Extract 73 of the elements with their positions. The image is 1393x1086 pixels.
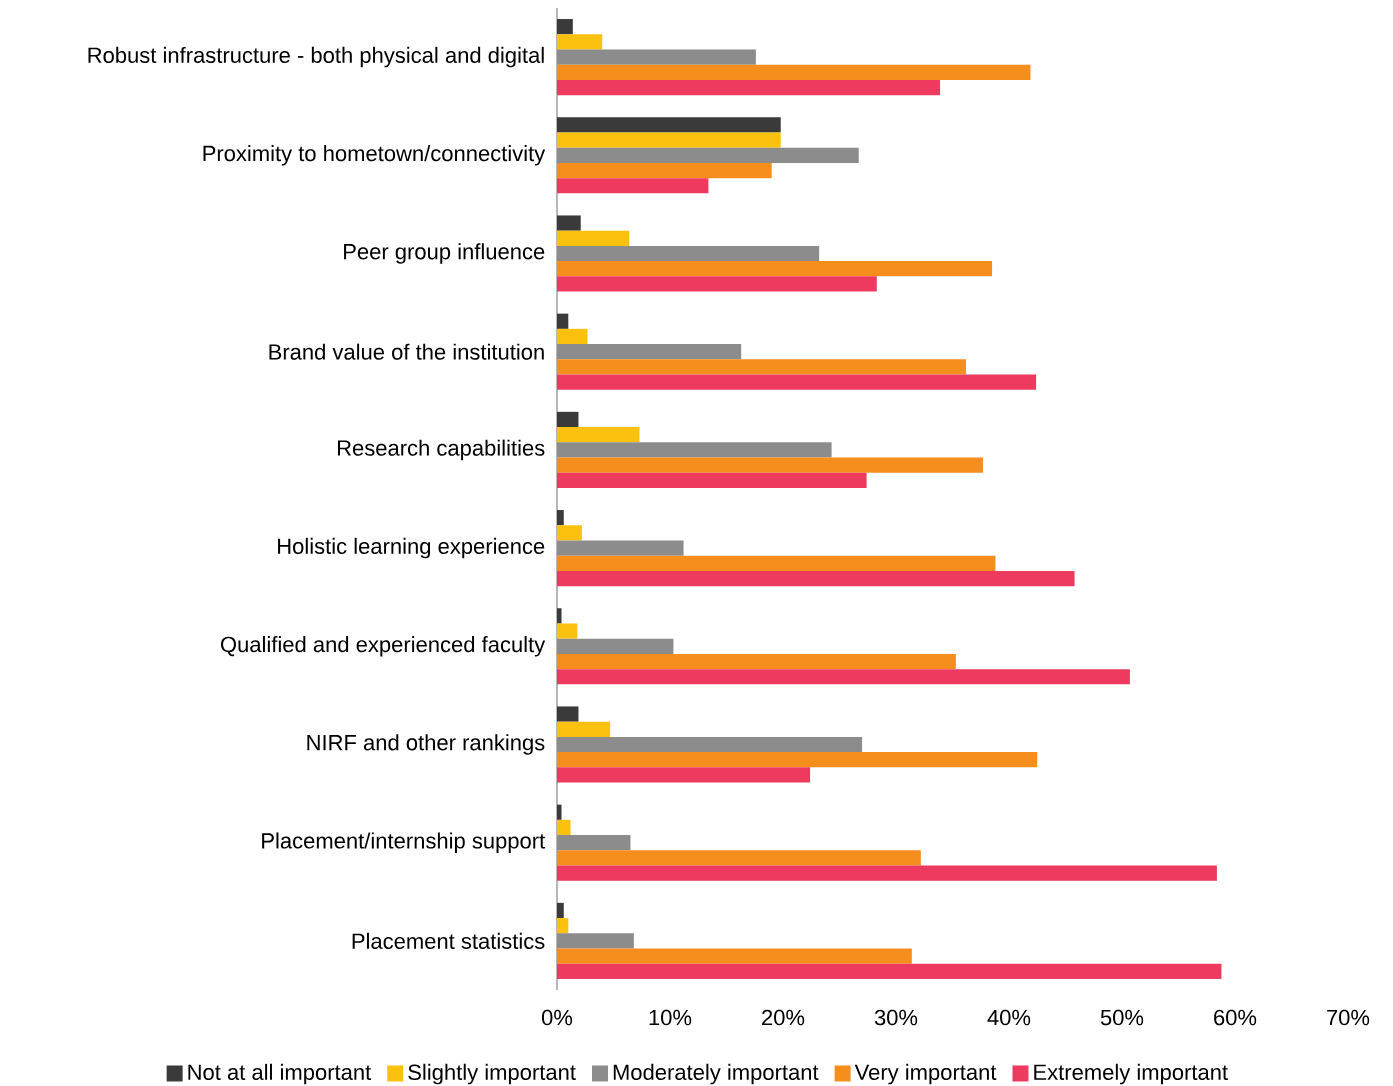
bar	[557, 736, 863, 753]
bar	[557, 752, 1038, 768]
bar	[557, 608, 562, 624]
bar	[557, 767, 811, 783]
x-tick-label: 50%	[1100, 1009, 1144, 1026]
x-tick-label: 0%	[541, 1009, 573, 1026]
bar	[557, 623, 578, 639]
bar	[557, 19, 573, 35]
bar	[557, 555, 996, 571]
bar	[557, 147, 859, 163]
bar	[557, 918, 569, 934]
bar	[557, 117, 781, 133]
legend-label: Very important	[854, 1063, 997, 1085]
bar	[557, 804, 562, 820]
bar	[557, 902, 564, 919]
x-tick-label: 40%	[987, 1009, 1031, 1026]
bar	[557, 525, 582, 541]
bar	[557, 344, 742, 360]
x-tick-label: 60%	[1214, 1009, 1257, 1026]
bar	[557, 359, 967, 375]
bar	[557, 261, 993, 277]
bar	[557, 411, 579, 428]
bar	[557, 162, 772, 179]
y-tick-label: Proximity to hometown/connectivity	[203, 145, 546, 166]
bar	[557, 653, 956, 670]
bar	[557, 963, 1222, 979]
x-tick-label: 30%	[874, 1009, 918, 1026]
bar	[557, 638, 674, 654]
y-tick-label: Brand value of the institution	[269, 343, 544, 360]
x-tick-label: 70%	[1327, 1009, 1370, 1026]
y-tick-label: Placement/internship support	[262, 832, 546, 853]
bar	[557, 178, 709, 194]
bar	[557, 132, 781, 148]
bar	[557, 457, 983, 473]
y-tick-label: Placement statistics	[352, 932, 545, 949]
legend-label: Slightly important	[408, 1063, 576, 1085]
bar	[557, 835, 631, 851]
legend-label: Extremely important	[1034, 1063, 1228, 1085]
bar	[557, 721, 611, 737]
bar	[557, 510, 564, 526]
bar	[557, 313, 569, 329]
y-tick-label: Robust infrastructure - both physical and digital	[88, 46, 544, 68]
y-tick-label: Research capabilities	[337, 439, 545, 461]
bar	[557, 427, 640, 443]
bar	[557, 706, 579, 722]
bar	[557, 276, 877, 292]
bar	[557, 540, 684, 556]
bar	[557, 472, 867, 488]
y-tick-label: Peer group influence	[344, 243, 545, 264]
bar	[557, 230, 630, 246]
y-tick-label: NIRF and other rankings	[307, 734, 545, 755]
legend-label: Not at all important	[188, 1063, 372, 1085]
y-tick-label: Holistic learning experience	[278, 537, 545, 559]
bar	[557, 374, 1037, 390]
bar	[557, 865, 1217, 881]
bar	[557, 328, 588, 345]
bar	[557, 245, 820, 262]
bar	[557, 669, 1130, 685]
legend-label: Moderately important	[613, 1063, 819, 1085]
x-tick-label: 20%	[762, 1009, 805, 1026]
bar	[557, 570, 1075, 587]
y-tick-label: Qualified and experienced faculty	[220, 636, 546, 657]
bar	[557, 64, 1031, 80]
bar	[557, 442, 832, 458]
bar	[557, 933, 634, 949]
bar	[557, 79, 941, 96]
bar	[557, 819, 571, 836]
bar	[557, 948, 912, 964]
bar	[557, 215, 581, 231]
bar	[557, 34, 603, 50]
x-tick-label: 10%	[649, 1009, 692, 1026]
bar	[557, 850, 921, 866]
bar	[557, 49, 756, 65]
